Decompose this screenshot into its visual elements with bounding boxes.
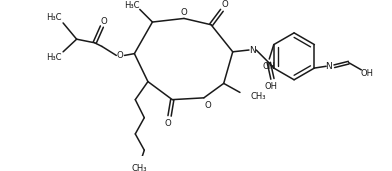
Text: O: O — [164, 119, 171, 128]
Text: N: N — [249, 45, 256, 55]
Text: OH: OH — [360, 69, 373, 78]
Text: CH₃: CH₃ — [131, 164, 147, 171]
Text: H₃C: H₃C — [46, 53, 62, 62]
Text: OH: OH — [264, 82, 277, 91]
Text: O: O — [205, 101, 212, 110]
Text: O: O — [100, 17, 107, 26]
Text: H₃C: H₃C — [124, 1, 140, 10]
Text: N: N — [325, 62, 332, 71]
Text: O: O — [181, 8, 187, 17]
Text: H₃C: H₃C — [46, 13, 62, 22]
Text: OH: OH — [263, 62, 276, 71]
Text: O: O — [116, 51, 123, 60]
Text: O: O — [221, 0, 228, 9]
Text: CH₃: CH₃ — [251, 91, 266, 101]
